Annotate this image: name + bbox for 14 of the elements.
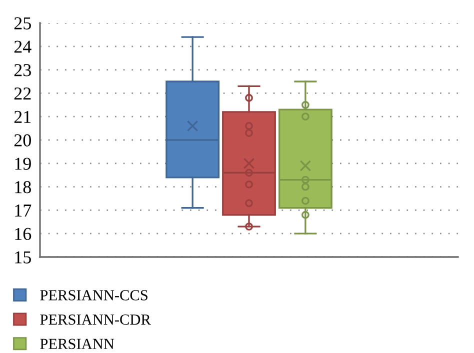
- legend-label: PERSIANN: [40, 338, 114, 350]
- y-tick-label: 23: [14, 64, 31, 76]
- y-tick-label: 17: [15, 204, 32, 216]
- y-tick-label: 15: [15, 251, 31, 264]
- y-tick-label: 18: [15, 181, 31, 194]
- legend-label: PERSIANN-CDR: [40, 314, 151, 325]
- y-tick-label: 16: [15, 228, 32, 240]
- y-tick-label: 22: [14, 88, 31, 100]
- y-tick-label: 24: [14, 40, 32, 53]
- y-tick-label: 20: [14, 134, 31, 146]
- y-tick-label: 25: [14, 17, 31, 30]
- y-tick-label: 19: [15, 158, 31, 170]
- legend-label: PERSIANN-CCS: [40, 290, 148, 300]
- y-tick-label: 21: [14, 110, 31, 123]
